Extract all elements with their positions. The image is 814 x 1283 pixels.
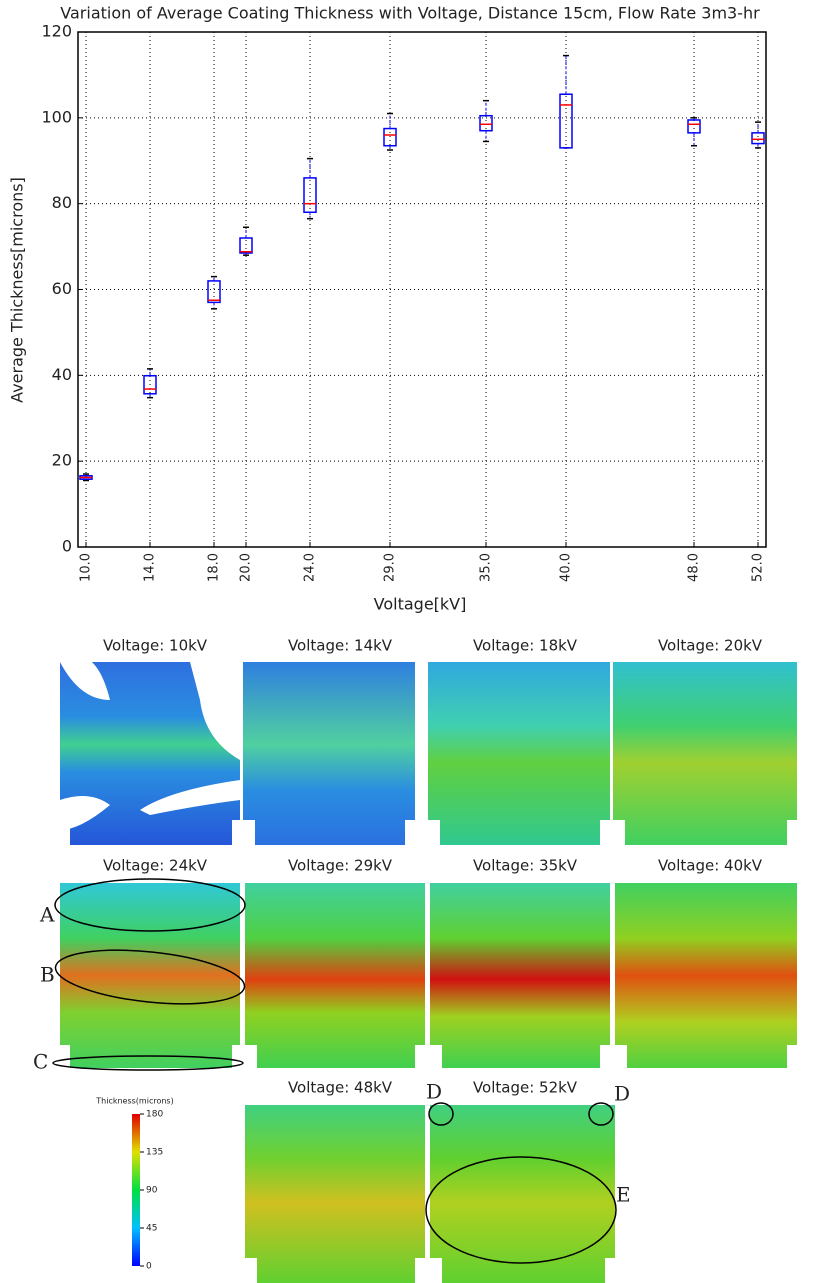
annotation-ellipse <box>54 949 246 1005</box>
panel-title: Voltage: 10kV <box>103 637 208 655</box>
panel-title: Voltage: 52kV <box>473 1079 578 1097</box>
panels: Voltage: 10kV Voltage: 14kV Voltage: 18k… <box>33 637 797 1283</box>
colorbar-tick-label: 135 <box>146 1148 163 1158</box>
colorbar: Thickness(microns) 0 45 90 135 180 <box>95 1097 173 1272</box>
y-tick-label: 100 <box>41 107 72 126</box>
panel-title: Voltage: 24kV <box>103 857 208 875</box>
colorbar-tick-label: 45 <box>146 1224 157 1234</box>
box <box>239 237 253 254</box>
heatmap-gap <box>60 656 240 830</box>
box <box>207 280 221 304</box>
chart-title: Variation of Average Coating Thickness w… <box>60 4 760 23</box>
x-tick-label: 48.0 <box>687 553 702 582</box>
annotation-ellipse <box>588 1102 614 1126</box>
colorbar-title: Thickness(microns) <box>95 1097 173 1106</box>
x-tick-label: 35.0 <box>479 553 494 582</box>
panel-title: Voltage: 14kV <box>288 637 393 655</box>
panel-title: Voltage: 48kV <box>288 1079 393 1097</box>
box <box>687 119 701 134</box>
colorbar-tick-label: 0 <box>146 1262 152 1272</box>
x-tick-label: 40.0 <box>559 553 574 582</box>
panel-title: Voltage: 18kV <box>473 637 578 655</box>
y-tick-label: 80 <box>52 193 72 212</box>
heatmap <box>245 1105 425 1283</box>
y-axis-label: Average Thickness[microns] <box>8 177 27 403</box>
x-tick-label: 52.0 <box>751 553 766 582</box>
annotation-ellipse <box>425 1156 617 1264</box>
x-axis-label: Voltage[kV] <box>374 595 467 614</box>
box <box>303 177 317 214</box>
annotation-label: D <box>614 1082 630 1106</box>
annotation-ellipse <box>54 878 246 932</box>
y-tick-label: 20 <box>52 451 72 470</box>
panel-title: Voltage: 20kV <box>658 637 763 655</box>
y-tick-label: 120 <box>41 22 72 41</box>
annotation-label: D <box>426 1080 442 1104</box>
heatmap <box>60 883 240 1068</box>
heatmap <box>243 662 415 845</box>
plot-area: 0 20 40 60 80 100 120 10.0 14.0 18.0 20.0 24.0 29.0 3… <box>41 22 767 582</box>
heatmap <box>615 883 797 1068</box>
box <box>751 132 765 145</box>
colorbar-tick-label: 90 <box>146 1186 158 1196</box>
colorbar-ramp <box>132 1114 140 1266</box>
annotation-label: C <box>33 1050 48 1074</box>
x-tick-label: 18.0 <box>207 553 222 582</box>
box <box>383 127 397 147</box>
x-tick-label: 24.0 <box>303 553 318 582</box>
box <box>559 93 573 149</box>
y-tick-label: 60 <box>52 279 72 298</box>
panel-title: Voltage: 29kV <box>288 857 393 875</box>
annotation-label: E <box>616 1183 631 1207</box>
colorbar-tick-label: 180 <box>146 1110 163 1120</box>
panel-title: Voltage: 35kV <box>473 857 578 875</box>
box <box>479 114 493 132</box>
y-tick-label: 0 <box>62 537 72 556</box>
y-tick-label: 40 <box>52 365 72 384</box>
annotation-label: B <box>40 963 55 987</box>
plot-frame <box>77 31 767 548</box>
box <box>143 375 157 395</box>
x-tick-label: 20.0 <box>239 553 254 582</box>
annotation-label: A <box>39 903 55 927</box>
x-tick-label: 10.0 <box>79 553 94 582</box>
heatmap <box>430 1105 615 1283</box>
x-tick-label: 14.0 <box>143 553 158 582</box>
heatmap <box>430 883 610 1068</box>
heatmap <box>428 662 610 845</box>
heatmap <box>613 662 797 845</box>
heatmap <box>245 883 425 1068</box>
annotation-ellipse <box>428 1102 454 1126</box>
panel-title: Voltage: 40kV <box>658 857 763 875</box>
x-tick-label: 29.0 <box>383 553 398 582</box>
annotation-ellipse <box>52 1055 244 1071</box>
